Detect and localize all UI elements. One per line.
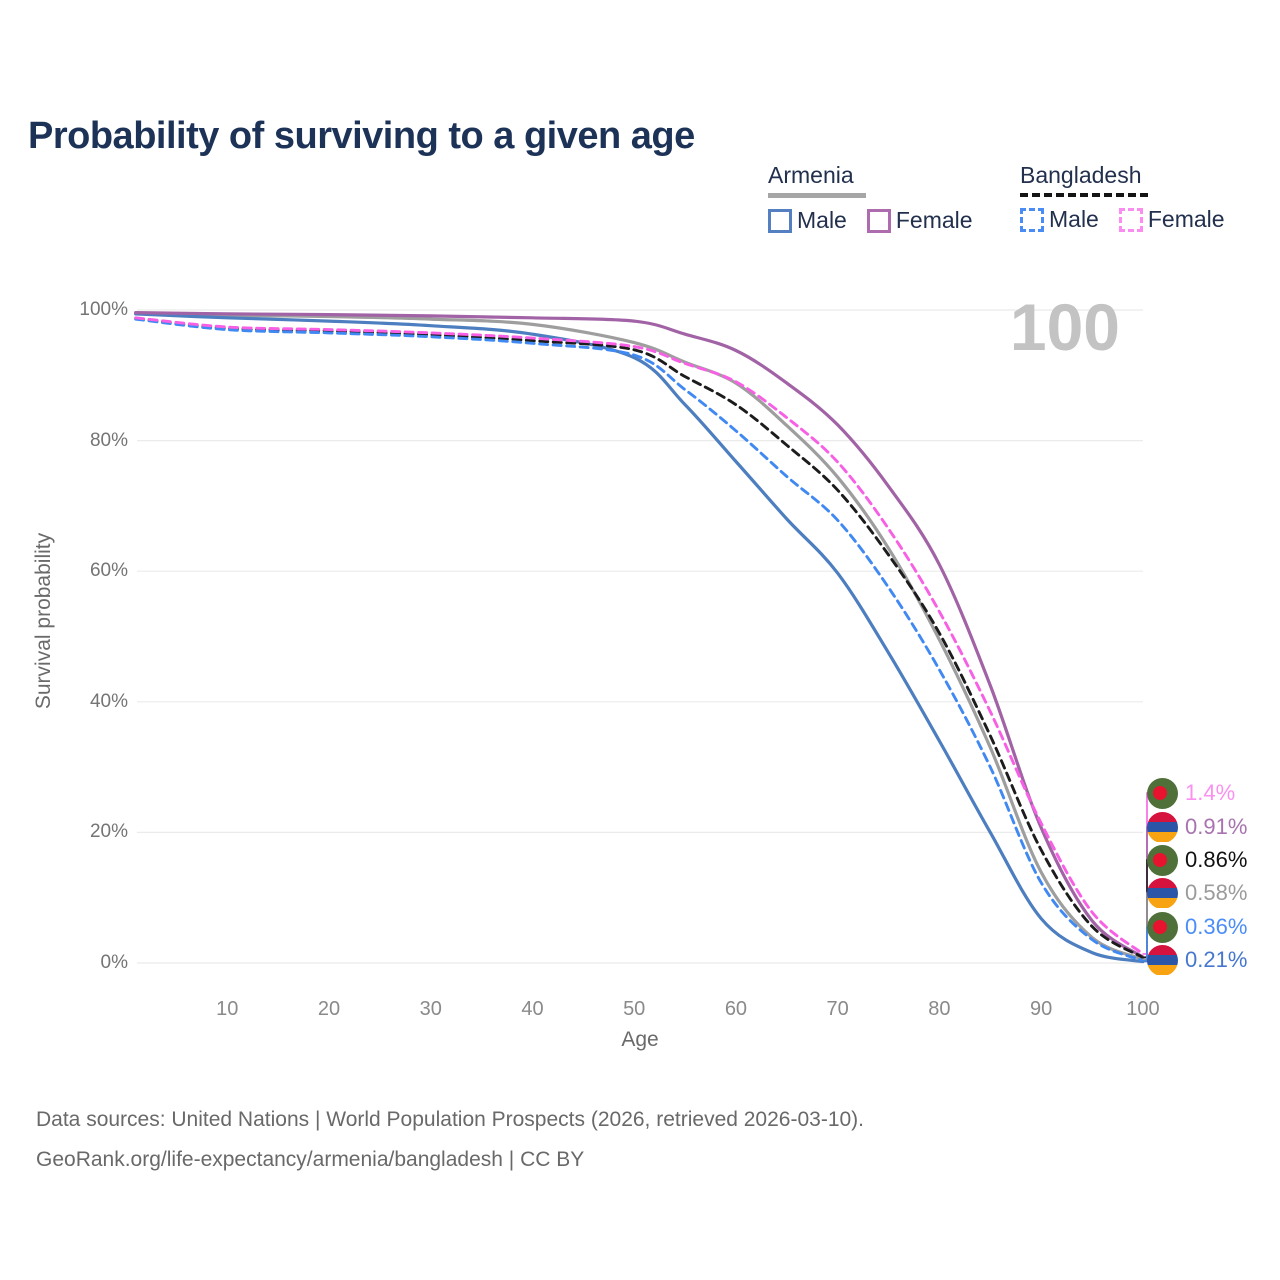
armenia-male-swatch-icon [768,208,792,233]
end-label-value-bangladesh-female: 1.4% [1185,780,1236,805]
end-label-value-bangladesh-mean: 0.86% [1185,847,1248,872]
x-axis-tick-label: 90 [1030,998,1053,1020]
series-line-bangladesh-male[interactable] [134,317,1145,963]
legend-item-label: Female [1147,206,1225,232]
series-line-bangladesh-mean[interactable] [134,317,1145,959]
x-axis-tick-label: 70 [826,998,849,1020]
armenia-flag-icon [1147,811,1178,843]
armenia-flag-icon [1147,944,1178,976]
attribution-note: GeoRank.org/life-expectancy/armenia/bang… [36,1148,585,1171]
x-axis-title: Age [621,1028,659,1051]
y-axis-title: Survival probability [32,532,55,710]
end-label-value-armenia-female: 0.91% [1185,814,1248,839]
x-axis-tick-label: 20 [317,998,341,1020]
x-axis-tick-label: 10 [216,998,239,1020]
end-label-value-armenia-male: 0.21% [1185,947,1248,972]
x-axis-tick-label: 50 [623,998,646,1020]
end-label-value-bangladesh-male: 0.36% [1185,914,1248,939]
end-label-value-armenia-mean: 0.58% [1185,880,1248,905]
series-line-armenia-male[interactable] [134,312,1145,964]
x-axis-tick-label: 100 [1126,998,1160,1020]
end-label-armenia-mean: 0.58% [1147,877,1247,909]
end-label-bangladesh-female: 1.4% [1147,777,1235,809]
bangladesh-male-swatch-icon [1020,207,1044,232]
legend-group-bangladesh: Bangladesh Male Female [1020,162,1225,233]
y-axis-tick-label: 0% [100,952,128,973]
y-axis-tick-label: 60% [89,560,128,582]
end-label-armenia-female: 0.91% [1147,811,1247,843]
bangladesh-flag-icon [1147,777,1178,809]
legend-item-label: Male [797,207,847,233]
data-source-note: Data sources: United Nations | World Pop… [36,1108,865,1131]
x-axis-tick-label: 80 [928,998,951,1020]
end-label-bangladesh-male: 0.36% [1147,911,1247,943]
bangladesh-flag-icon [1147,844,1178,876]
series-line-armenia-female[interactable] [134,311,1145,959]
y-axis-tick-label: 100% [79,299,128,320]
legend-item-label: Female [895,207,973,233]
legend-item-bangladesh-male[interactable]: Male [1020,206,1099,233]
x-axis-tick-label: 30 [419,998,442,1020]
end-label-bangladesh-mean: 0.86% [1147,844,1247,876]
x-axis-tick-label: 40 [521,998,544,1020]
end-label-armenia-male: 0.21% [1147,944,1247,976]
bangladesh-flag-icon [1147,911,1178,943]
armenia-female-swatch-icon [866,208,891,233]
legend-group-bangladesh-title: Bangladesh [1020,162,1148,197]
legend-group-armenia: Armenia Male Female [768,162,973,234]
armenia-flag-icon [1147,877,1178,909]
x-axis-tick-label: 60 [724,998,748,1020]
legend-group-armenia-title: Armenia [768,162,866,198]
series-line-armenia-mean[interactable] [134,311,1145,961]
series-line-bangladesh-female[interactable] [134,316,1145,956]
legend-item-armenia-male[interactable]: Male [768,207,847,234]
legend-item-armenia-female[interactable]: Female [866,207,973,234]
y-axis-tick-label: 20% [89,821,128,843]
legend-item-bangladesh-female[interactable]: Female [1118,206,1225,233]
bangladesh-female-swatch-icon [1118,207,1143,232]
y-axis-tick-label: 40% [89,690,128,712]
legend-item-label: Male [1049,206,1099,232]
y-axis-tick-label: 80% [89,429,128,451]
age-ticker: 100 [1009,290,1120,364]
page-title: Probability of surviving to a given age [28,115,695,158]
